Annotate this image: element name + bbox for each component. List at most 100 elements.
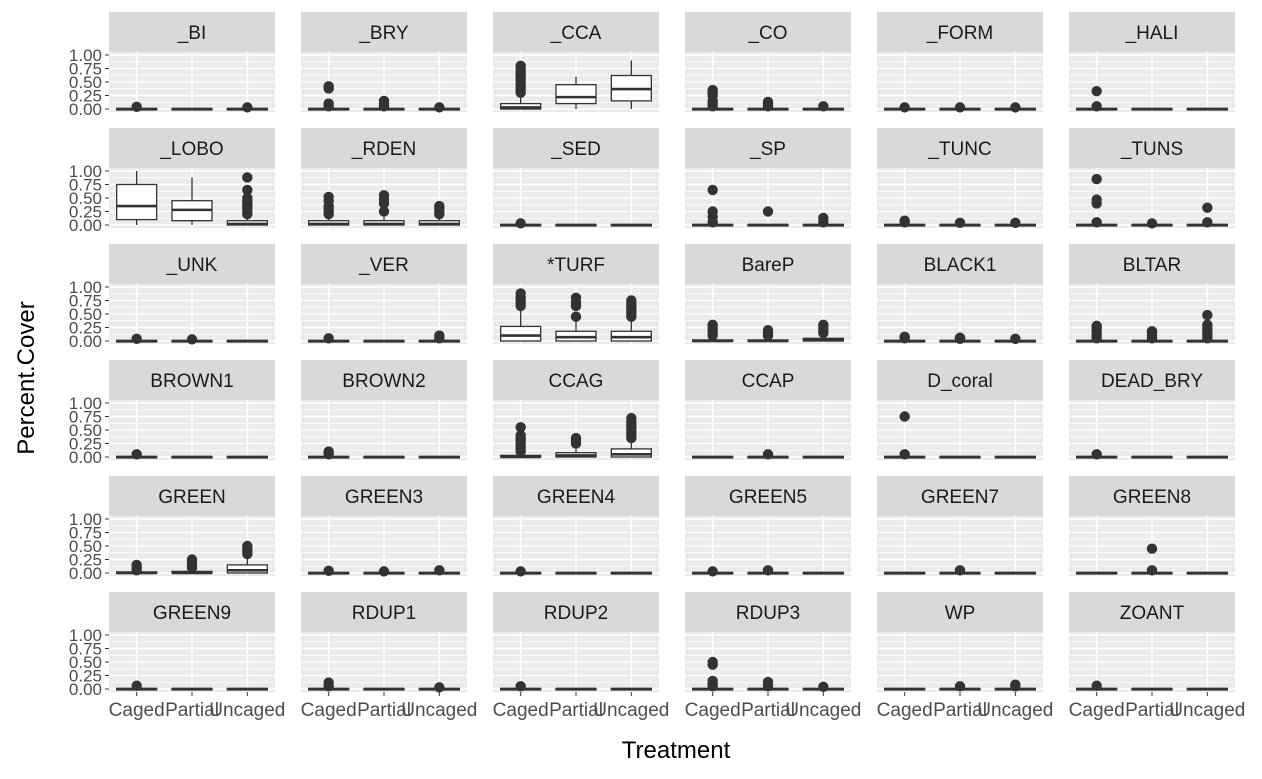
x-tick-label: Partial [357, 700, 411, 721]
facet-label: GREEN7 [921, 487, 999, 508]
boxplot-partial [939, 455, 981, 459]
boxplot-caged [500, 218, 542, 229]
facet-label: D_coral [927, 371, 992, 392]
outlier-point [242, 184, 253, 196]
boxplot-partial [363, 455, 405, 459]
facet-panel: D_coral [877, 360, 1043, 460]
boxplot-partial [1131, 326, 1173, 344]
outlier-point [131, 333, 142, 345]
y-tick-label: 0.25 [69, 87, 102, 106]
facet-panel: _UNK [109, 244, 275, 345]
outlier-point [1091, 85, 1102, 97]
facet-label: _SP [749, 139, 786, 160]
outlier-point [707, 206, 718, 217]
outlier-point [1091, 173, 1102, 185]
y-tick-label: 0.75 [69, 640, 102, 659]
facet-panel: BROWN2 [301, 360, 467, 460]
boxplot-partial [171, 554, 213, 575]
outlier-point [707, 319, 718, 330]
x-axis-title: Treatment [622, 737, 731, 764]
outlier-point [570, 292, 582, 303]
boxplot-uncaged [610, 571, 652, 575]
facet-panel: WP [877, 592, 1043, 692]
boxplot-partial [747, 676, 789, 692]
boxplot-partial [747, 325, 789, 343]
outlier-point [626, 295, 637, 306]
y-tick-label: 0.00 [69, 216, 102, 235]
outlier-point [1202, 217, 1213, 228]
outlier-point [242, 102, 253, 113]
facet-panel: _VER [301, 244, 467, 344]
outlier-point [434, 330, 445, 341]
y-tick-label: 0.75 [69, 292, 102, 311]
boxplot-uncaged [994, 571, 1036, 575]
boxplot-uncaged [1186, 571, 1228, 575]
outlier-point [378, 190, 390, 201]
outlier-point [131, 680, 142, 691]
boxplot-uncaged [226, 687, 268, 691]
outlier-point [323, 677, 334, 688]
facet-strip [1069, 476, 1235, 516]
boxplot-caged [1076, 320, 1118, 344]
boxplot-partial [171, 334, 213, 345]
facet-strip [1069, 128, 1235, 168]
boxplot-caged [884, 102, 926, 113]
outlier-point [1091, 320, 1102, 332]
x-tick-label: Caged [493, 700, 549, 721]
facet-panel: GREEN5 [685, 476, 851, 577]
boxplot-uncaged [610, 295, 652, 342]
boxplot-caged [308, 565, 350, 577]
facet-panel: *TURF [493, 244, 659, 344]
boxplot-uncaged [994, 679, 1036, 692]
facet-panel: _BI [109, 12, 275, 113]
x-tick-label: Uncaged [209, 700, 285, 721]
outlier-point [378, 566, 390, 577]
facet-panel: _TUNC [877, 128, 1043, 229]
facet-label: _CCA [550, 23, 602, 44]
outlier-point [323, 98, 334, 109]
boxplot-uncaged [226, 540, 268, 574]
outlier-point [899, 449, 910, 460]
facet-panel: DEAD_BRY [1069, 360, 1235, 460]
facet-label: _CO [747, 23, 787, 44]
x-tick-label: Partial [165, 700, 219, 721]
boxplot-uncaged [418, 682, 460, 693]
boxplot-caged [1076, 85, 1118, 112]
y-tick-label: 1.00 [69, 46, 102, 65]
outlier-point [954, 681, 966, 692]
x-tick-label: Uncaged [593, 700, 669, 721]
facet-panel: RDUP2 [493, 592, 659, 692]
outlier-point [954, 565, 966, 576]
outlier-point [1010, 679, 1021, 690]
outlier-point [1146, 565, 1158, 576]
boxplot-uncaged [610, 687, 652, 691]
boxplot-uncaged [994, 217, 1036, 229]
outlier-point [1202, 309, 1213, 321]
y-tick-label: 0.25 [69, 435, 102, 454]
boxplot-caged [500, 422, 542, 459]
outlier-point [1091, 101, 1102, 112]
x-tick-label: Partial [741, 700, 795, 721]
facet-label: DEAD_BRY [1101, 371, 1203, 392]
boxplot-partial [939, 681, 981, 692]
facet-strip [301, 12, 467, 52]
facet-panel: _SED [493, 128, 659, 229]
boxplot-caged [1076, 680, 1118, 691]
x-tick-label: Caged [685, 700, 741, 721]
outlier-point [1091, 194, 1102, 205]
facet-strip [1069, 244, 1235, 284]
facet-strip [493, 244, 659, 284]
x-tick-label: Uncaged [1169, 700, 1245, 721]
outlier-point [1146, 326, 1158, 337]
outlier-point [899, 331, 910, 342]
outlier-point [626, 412, 637, 424]
facet-panel: BLTAR [1069, 244, 1235, 344]
boxplot-caged [1076, 173, 1118, 228]
boxplot-partial [555, 571, 597, 575]
outlier-point [1091, 680, 1102, 691]
y-tick-label: 1.00 [69, 278, 102, 297]
outlier-point [954, 332, 966, 343]
facet-strip [877, 12, 1043, 52]
facet-strip [1069, 360, 1235, 400]
outlier-point [954, 217, 966, 229]
